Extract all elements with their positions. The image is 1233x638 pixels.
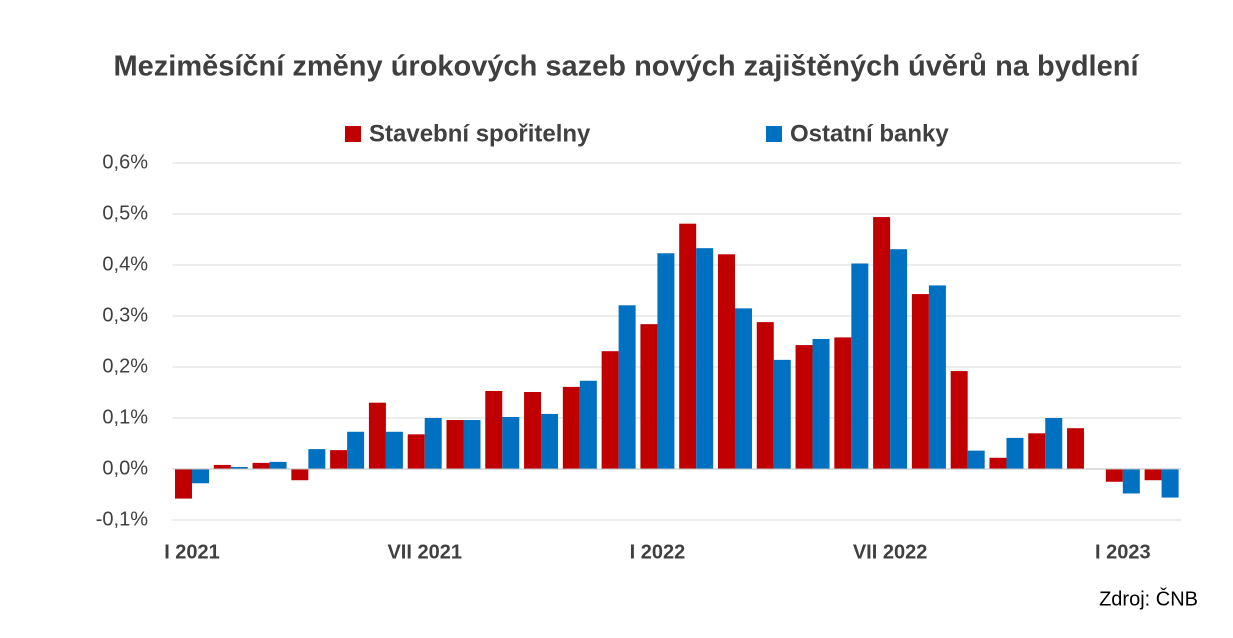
bar [463, 420, 481, 469]
bar [579, 380, 597, 469]
legend-label: Stavební spořitelny [369, 120, 591, 147]
y-tick-label: 0,0% [102, 457, 148, 479]
bar [347, 431, 365, 469]
bar [291, 469, 309, 481]
bar [717, 254, 735, 469]
bar [618, 305, 636, 469]
bar [756, 322, 774, 469]
bar [928, 285, 946, 469]
bar [1161, 469, 1179, 498]
y-tick-label: 0,5% [102, 202, 148, 224]
bar [1067, 428, 1085, 469]
y-tick-label: 0,4% [102, 253, 148, 275]
bar [174, 469, 192, 499]
x-tick-label: I 2021 [164, 541, 220, 563]
y-tick-label: 0,3% [102, 304, 148, 326]
legend-label: Ostatní banky [790, 120, 949, 147]
bar [773, 359, 791, 469]
legend-swatch [766, 126, 782, 142]
bar [1105, 469, 1123, 482]
bar [524, 391, 542, 469]
bar [657, 253, 675, 469]
bar [269, 461, 287, 469]
bar [330, 450, 348, 469]
bar [1144, 469, 1162, 481]
bar [191, 469, 209, 484]
y-tick-label: -0,1% [96, 508, 148, 530]
x-tick-label: I 2022 [630, 541, 686, 563]
x-tick-label: I 2023 [1095, 541, 1151, 563]
bar [812, 338, 830, 469]
bar [696, 248, 714, 469]
bar [385, 431, 403, 469]
bar [562, 386, 580, 469]
bar [873, 217, 891, 469]
bar [407, 434, 425, 469]
bar [834, 337, 852, 469]
bar [734, 308, 752, 469]
legend-swatch [345, 126, 361, 142]
bar [950, 371, 968, 469]
bar [640, 324, 658, 469]
bar [446, 420, 464, 469]
bar [502, 416, 520, 469]
y-tick-label: 0,6% [102, 151, 148, 173]
y-tick-label: 0,1% [102, 406, 148, 428]
bar [1122, 469, 1140, 494]
bar [424, 418, 442, 469]
bar [795, 345, 813, 469]
bar [230, 466, 248, 469]
x-tick-label: VII 2022 [853, 541, 928, 563]
chart-title: Meziměsíční změny úrokových sazeb nových… [113, 51, 1139, 83]
bar [967, 450, 985, 469]
bar [308, 449, 326, 469]
bar [252, 462, 270, 469]
source: Zdroj: ČNB [1099, 587, 1198, 610]
bar [911, 294, 929, 469]
bar [851, 263, 869, 469]
bar [1045, 418, 1063, 469]
bar [1028, 433, 1046, 469]
bar [601, 351, 619, 469]
x-tick-label: VII 2021 [387, 541, 462, 563]
bar [890, 249, 908, 469]
bar [541, 413, 559, 469]
bar [213, 464, 231, 469]
bar [485, 390, 503, 469]
bar [679, 223, 697, 469]
bar [1006, 437, 1024, 469]
y-tick-label: 0,2% [102, 355, 148, 377]
bar [368, 402, 386, 469]
bar [989, 457, 1007, 469]
